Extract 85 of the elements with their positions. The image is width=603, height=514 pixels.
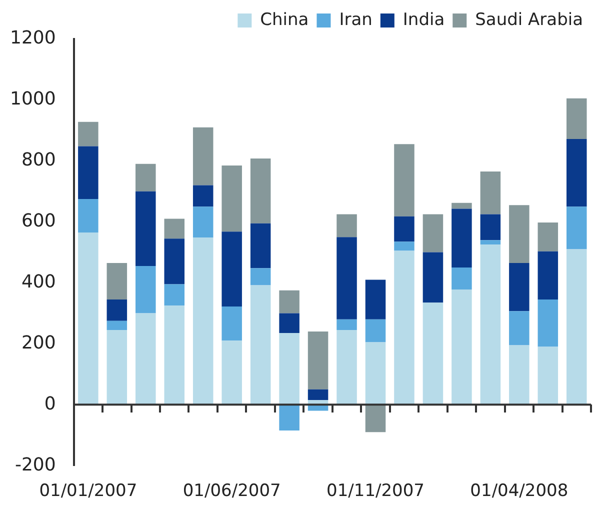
y-tick-label: 600 xyxy=(21,210,56,232)
bar xyxy=(222,232,242,307)
y-tick-label: -200 xyxy=(14,454,56,476)
bar xyxy=(192,238,214,405)
bar xyxy=(136,191,156,266)
bar xyxy=(336,330,357,405)
bar xyxy=(250,268,271,286)
y-tick-label: 800 xyxy=(21,150,56,171)
bar xyxy=(480,244,501,405)
bar xyxy=(222,340,242,405)
x-tick-label: 01/11/2007 xyxy=(326,481,424,502)
bar xyxy=(480,172,501,214)
bar xyxy=(365,319,386,342)
bar xyxy=(250,285,271,405)
bar xyxy=(538,346,558,405)
bar xyxy=(538,222,558,252)
bar xyxy=(336,237,357,320)
bar xyxy=(78,232,98,405)
bar xyxy=(566,206,587,250)
bar xyxy=(365,280,386,320)
bar xyxy=(136,266,156,314)
bar xyxy=(538,251,558,300)
bar xyxy=(365,404,386,432)
bar xyxy=(222,165,242,232)
y-tick-label: 200 xyxy=(21,332,56,354)
bar xyxy=(279,290,300,314)
bar xyxy=(336,319,357,330)
bar xyxy=(422,302,444,405)
bar xyxy=(106,300,128,321)
bar xyxy=(394,216,414,242)
bar xyxy=(78,122,98,146)
bar xyxy=(509,345,530,405)
bar xyxy=(279,404,300,431)
y-tick-label: 0 xyxy=(44,393,56,414)
y-tick-label: 1000 xyxy=(10,88,56,110)
bar xyxy=(136,164,156,192)
bar xyxy=(336,214,357,238)
bar xyxy=(106,262,128,300)
bar xyxy=(422,252,444,303)
bar xyxy=(78,146,98,199)
bar xyxy=(279,313,300,334)
bar xyxy=(250,223,271,268)
bar xyxy=(222,306,242,341)
bar xyxy=(192,206,214,238)
bar xyxy=(509,262,530,312)
bar xyxy=(164,238,185,284)
legend-label: China xyxy=(260,10,309,30)
bar xyxy=(192,127,214,186)
bar xyxy=(452,289,472,405)
bar xyxy=(394,250,414,405)
bar xyxy=(566,138,587,207)
bar xyxy=(422,214,444,252)
bar xyxy=(192,185,214,207)
bar xyxy=(164,218,185,239)
bar xyxy=(509,205,530,263)
bar xyxy=(566,249,587,405)
legend-label: Iran xyxy=(339,10,372,30)
bar xyxy=(452,268,472,290)
bar xyxy=(480,214,501,240)
bar xyxy=(452,208,472,268)
bar xyxy=(250,158,271,224)
bar xyxy=(106,320,128,330)
bar xyxy=(106,330,128,405)
bar xyxy=(452,202,472,209)
legend-label: Saudi Arabia xyxy=(475,10,584,30)
bar xyxy=(164,284,185,306)
bar xyxy=(566,98,587,139)
bar xyxy=(164,306,185,405)
y-tick-label: 1200 xyxy=(10,28,56,49)
bar xyxy=(509,311,530,346)
bar xyxy=(365,342,386,405)
bar xyxy=(279,333,300,405)
bar xyxy=(136,313,156,405)
x-tick-label: 01/04/2008 xyxy=(470,481,568,502)
bar xyxy=(308,332,328,390)
bar xyxy=(78,198,98,232)
bar xyxy=(394,144,414,216)
legend-label: India xyxy=(402,10,445,30)
bar xyxy=(308,389,328,400)
y-tick-label: 400 xyxy=(21,271,56,292)
bar xyxy=(538,300,558,347)
x-tick-label: 01/06/2007 xyxy=(182,481,281,502)
bar xyxy=(480,240,501,245)
x-tick-label: 01/01/2007 xyxy=(39,481,138,502)
bar xyxy=(394,242,414,251)
